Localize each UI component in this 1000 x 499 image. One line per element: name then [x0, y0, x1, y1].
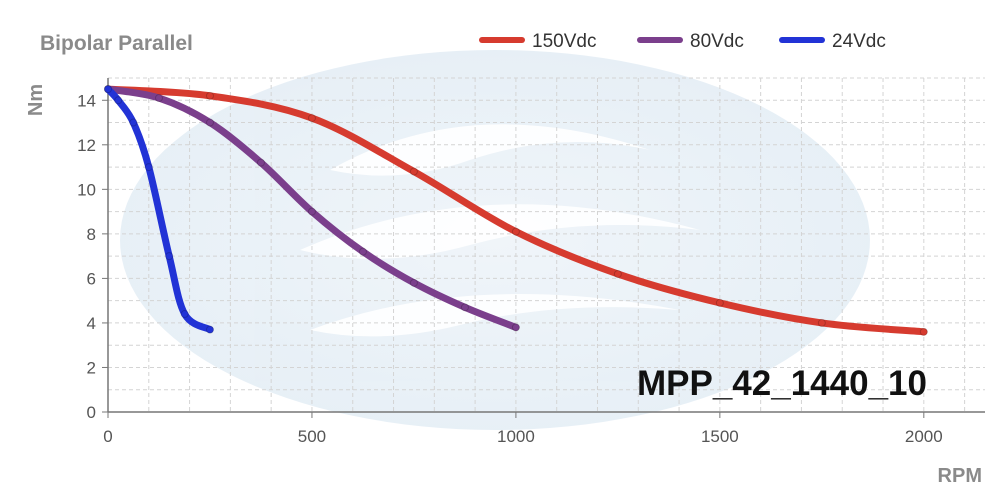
y-tick-label: 0	[87, 403, 96, 422]
data-point-24vdc	[114, 96, 123, 105]
y-tick-label: 4	[87, 314, 96, 333]
data-point-150vdc	[919, 327, 928, 336]
data-point-80vdc	[460, 303, 469, 312]
chart-ticks: 0 500 1000 1500 2000 0 2 4 6 8 10 12 14	[77, 91, 943, 446]
data-point-24vdc	[180, 310, 189, 319]
x-tick-label: 500	[298, 427, 326, 446]
legend-label-24vdc: 24Vdc	[832, 31, 886, 52]
model-annotation: MPP_42_1440_10	[637, 364, 927, 403]
data-point-150vdc	[205, 91, 214, 100]
data-point-150vdc	[409, 167, 418, 176]
data-point-24vdc	[205, 325, 214, 334]
legend: 150Vdc 80Vdc 24Vdc	[479, 31, 886, 52]
y-tick-label: 12	[77, 136, 96, 155]
y-tick-label: 10	[77, 180, 96, 199]
chart-title: Bipolar Parallel	[40, 32, 193, 55]
data-point-80vdc	[256, 158, 265, 167]
data-point-150vdc	[817, 318, 826, 327]
data-point-24vdc	[165, 252, 174, 261]
data-point-150vdc	[613, 269, 622, 278]
data-point-24vdc	[144, 163, 153, 172]
y-axis-label: Nm	[25, 84, 47, 116]
data-point-150vdc	[511, 227, 520, 236]
x-tick-label: 1000	[497, 427, 535, 446]
y-tick-label: 8	[87, 225, 96, 244]
data-point-80vdc	[358, 247, 367, 256]
data-point-150vdc	[715, 298, 724, 307]
data-point-24vdc	[104, 85, 112, 94]
chart-grid	[108, 77, 985, 412]
data-point-80vdc	[409, 278, 418, 287]
data-point-150vdc	[307, 114, 316, 123]
legend-label-150vdc: 150Vdc	[532, 31, 596, 52]
data-point-80vdc	[205, 118, 214, 127]
y-tick-label: 14	[77, 91, 96, 110]
y-tick-label: 2	[87, 358, 96, 377]
x-tick-label: 0	[103, 427, 112, 446]
x-tick-label: 1500	[701, 427, 739, 446]
y-tick-label: 6	[87, 269, 96, 288]
chart-series	[104, 85, 928, 336]
data-point-24vdc	[129, 118, 138, 127]
chart-axes	[107, 78, 985, 413]
data-point-80vdc	[511, 323, 520, 332]
x-axis-label: RPM	[938, 465, 982, 487]
data-point-80vdc	[154, 94, 163, 103]
x-tick-label: 2000	[905, 427, 943, 446]
legend-label-80vdc: 80Vdc	[690, 31, 744, 52]
data-point-80vdc	[307, 207, 316, 216]
